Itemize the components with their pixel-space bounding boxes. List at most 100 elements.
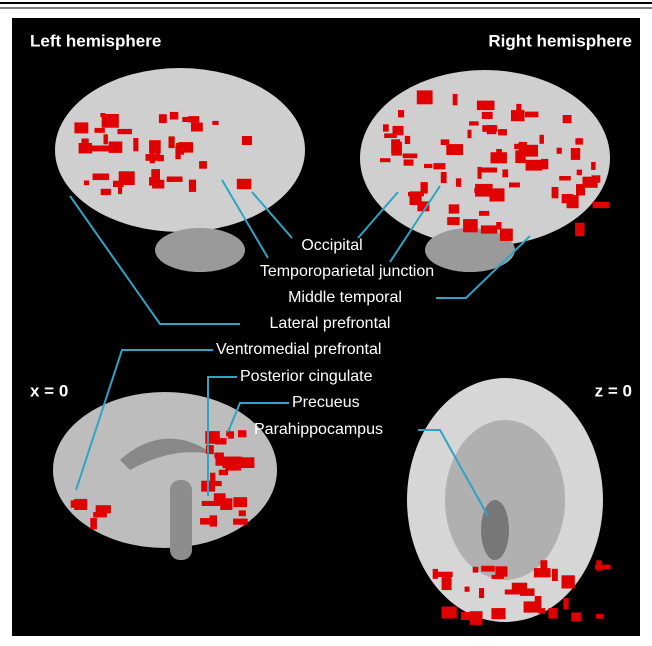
activation-patch <box>495 566 507 576</box>
activation-patch <box>591 162 596 170</box>
activation-patch <box>202 501 220 506</box>
activation-patch <box>552 187 559 198</box>
region-label: Parahippocampus <box>254 421 383 438</box>
activation-patch <box>96 505 111 513</box>
activation-patch <box>473 567 479 573</box>
activation-patch <box>482 112 493 119</box>
activation-patch <box>104 134 108 144</box>
activation-patch <box>167 177 183 183</box>
activation-patch <box>538 608 545 614</box>
activation-patch <box>212 121 218 125</box>
activation-patch <box>109 142 123 153</box>
activation-patch <box>447 217 459 225</box>
activation-patch <box>478 167 482 179</box>
activation-patch <box>233 497 247 507</box>
activation-patch <box>468 130 472 139</box>
activation-patch <box>571 148 580 160</box>
activation-patch <box>199 161 207 169</box>
activation-patch <box>393 126 404 135</box>
activation-patch <box>498 129 507 135</box>
activation-patch <box>92 146 109 152</box>
activation-patch <box>541 159 548 169</box>
activation-patch <box>238 430 246 437</box>
cerebellum <box>155 228 245 272</box>
activation-patch <box>596 614 604 619</box>
activation-patch <box>516 104 521 111</box>
activation-patch <box>417 90 433 104</box>
activation-patch <box>514 144 519 149</box>
right-title: Right hemisphere <box>488 31 632 50</box>
activation-patch <box>453 94 458 105</box>
activation-patch <box>481 566 495 572</box>
activation-patch <box>442 577 452 590</box>
region-label: Temporoparietal junction <box>260 263 434 280</box>
activation-patch <box>449 204 459 213</box>
activation-patch <box>212 520 216 524</box>
activation-patch <box>118 187 122 195</box>
activation-patch <box>158 155 164 161</box>
left-title: Left hemisphere <box>30 31 161 50</box>
activation-patch <box>557 148 562 154</box>
activation-patch <box>82 139 89 146</box>
activation-patch <box>595 565 611 570</box>
region-label: Precueus <box>292 394 360 411</box>
activation-patch <box>159 114 167 123</box>
activation-patch <box>228 431 234 438</box>
activation-patch <box>391 139 400 153</box>
activation-patch <box>571 613 581 622</box>
activation-patch <box>149 140 161 153</box>
brainstem <box>170 480 192 560</box>
x-label: x = 0 <box>30 381 68 400</box>
activation-patch <box>74 122 88 133</box>
activation-patch <box>446 144 463 155</box>
activation-patch <box>525 112 539 118</box>
activation-patch <box>101 189 111 195</box>
region-label: Lateral prefrontal <box>270 315 391 332</box>
region-label: Middle temporal <box>288 289 402 306</box>
activation-patch <box>526 160 543 171</box>
activation-patch <box>548 608 557 619</box>
activation-patch <box>479 211 489 216</box>
activation-patch <box>383 124 389 131</box>
activation-patch <box>563 598 568 609</box>
activation-patch <box>404 160 414 166</box>
activation-patch <box>433 163 445 169</box>
activation-patch <box>524 601 541 612</box>
region-label: Occipital <box>301 237 362 254</box>
activation-patch <box>502 169 508 177</box>
activation-patch <box>552 569 558 581</box>
activation-patch <box>170 112 179 120</box>
activation-patch <box>567 195 579 208</box>
activation-patch <box>441 172 447 183</box>
activation-patch <box>491 152 507 163</box>
activation-patch <box>424 164 432 168</box>
activation-patch <box>469 121 479 125</box>
activation-patch <box>481 225 497 233</box>
figure: Left hemisphere Right hemisphere x = 0 z… <box>0 0 652 646</box>
activation-patch <box>497 611 503 617</box>
activation-patch <box>593 202 610 208</box>
activation-patch <box>119 171 135 185</box>
activation-patch <box>479 588 484 598</box>
axial-inner <box>445 420 565 580</box>
activation-patch <box>191 123 203 132</box>
activation-patch <box>461 612 470 620</box>
activation-patch <box>405 136 410 144</box>
activation-patch <box>500 229 513 241</box>
activation-patch <box>398 110 404 117</box>
z-label: z = 0 <box>595 381 632 400</box>
activation-patch <box>239 510 246 516</box>
activation-patch <box>577 170 582 176</box>
activation-patch <box>575 138 583 144</box>
region-label: Posterior cingulate <box>240 368 373 385</box>
activation-patch <box>233 519 248 525</box>
activation-patch <box>509 183 520 188</box>
activation-patch <box>463 219 478 232</box>
activation-patch <box>84 181 89 186</box>
activation-patch <box>189 180 196 192</box>
activation-patch <box>175 145 180 159</box>
activation-patch <box>151 169 160 182</box>
activation-patch <box>433 569 438 579</box>
activation-patch <box>540 560 547 570</box>
activation-patch <box>237 179 252 189</box>
